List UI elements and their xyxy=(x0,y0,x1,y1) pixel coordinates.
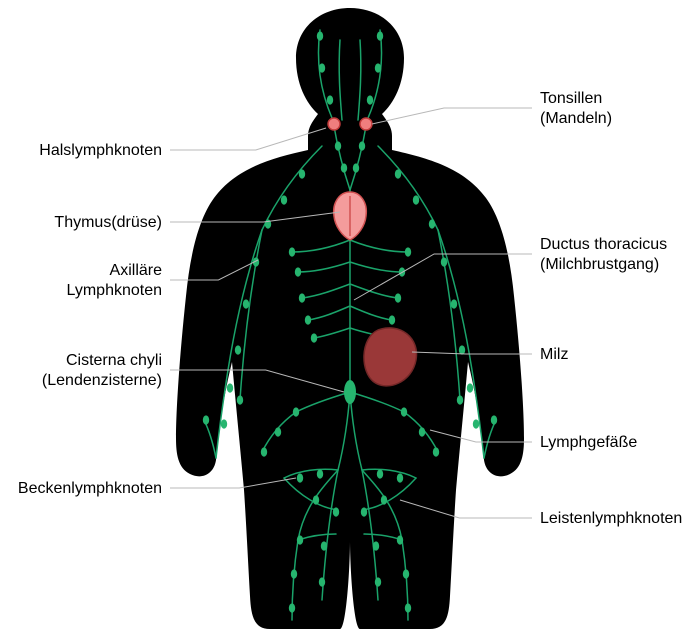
tonsil-left xyxy=(328,118,340,130)
label-ductus: Ductus thoracicus (Milchbrustgang) xyxy=(540,235,667,275)
label-leisten: Leistenlymphknoten xyxy=(540,509,682,529)
label-axillar: Axilläre Lymphknoten xyxy=(67,261,162,301)
label-milz: Milz xyxy=(540,345,568,365)
label-thymus: Thymus(drüse) xyxy=(54,213,162,233)
tonsil-right xyxy=(360,118,372,130)
label-cisterna: Cisterna chyli (Lendenzisterne) xyxy=(42,351,162,391)
cisterna-chyli xyxy=(344,380,356,404)
label-lymphgef: Lymphgefäße xyxy=(540,433,637,453)
label-becken: Beckenlymphknoten xyxy=(18,479,162,499)
label-tonsillen: Tonsillen (Mandeln) xyxy=(540,89,612,129)
label-halslymph: Halslymphknoten xyxy=(39,141,162,161)
